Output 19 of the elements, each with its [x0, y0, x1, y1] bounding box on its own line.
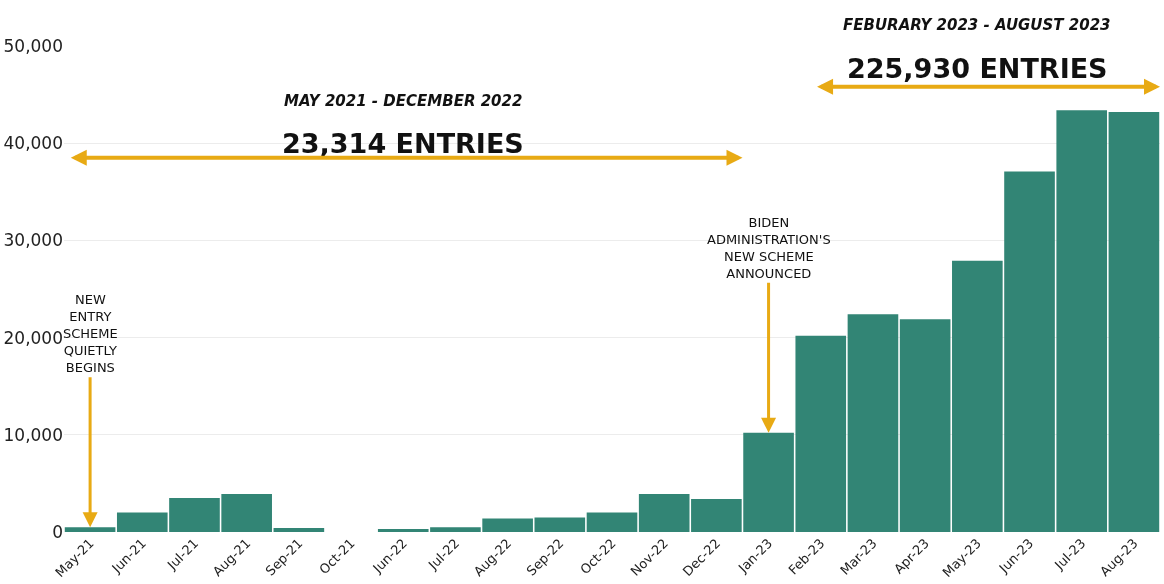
- y-tick-label: 10,000: [3, 424, 63, 445]
- bar: [64, 527, 116, 532]
- y-tick-label: 30,000: [3, 230, 63, 251]
- bar: [1108, 112, 1160, 532]
- annotation: BIDEN ADMINISTRATION'S NEW SCHEME ANNOUNCED: [707, 215, 831, 281]
- bar: [273, 528, 325, 532]
- y-tick-label: 0: [52, 521, 63, 542]
- y-tick-label: 40,000: [3, 133, 63, 154]
- bar: [899, 319, 951, 532]
- y-tick-label: 20,000: [3, 327, 63, 348]
- y-tick-label: 50,000: [3, 35, 63, 56]
- annotation: MAY 2021 - DECEMBER 2022: [284, 92, 523, 110]
- bar: [534, 517, 586, 532]
- annotation: NEW ENTRY SCHEME QUIETLY BEGINS: [63, 292, 118, 375]
- bar: [586, 512, 638, 532]
- bar: [847, 314, 899, 532]
- annotation: 23,314 ENTRIES: [282, 128, 524, 159]
- text: FEBURARY 2023 - AUGUST 2023: [843, 16, 1111, 34]
- annotation: 225,930 ENTRIES: [847, 53, 1108, 84]
